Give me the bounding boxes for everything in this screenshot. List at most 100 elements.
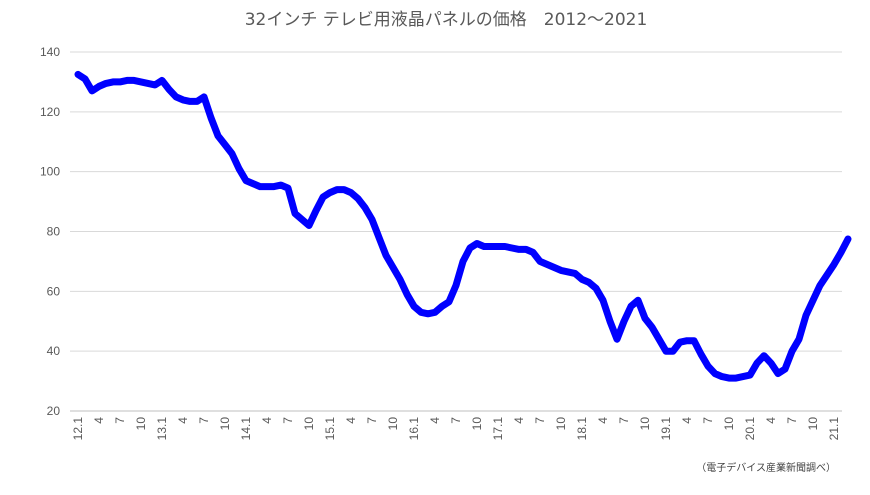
x-tick-label: 4 (428, 417, 442, 424)
data-point (496, 245, 500, 248)
x-tick-label: 18.1 (575, 417, 589, 441)
data-point (237, 167, 241, 171)
data-point (671, 349, 675, 353)
data-point (692, 339, 696, 343)
y-tick-label: 140 (40, 45, 60, 59)
x-tick-label: 12.1 (71, 417, 85, 441)
x-tick-label: 17.1 (491, 417, 505, 441)
data-point (83, 77, 87, 81)
x-tick-label: 7 (701, 417, 715, 424)
x-tick-label: 10 (554, 417, 568, 431)
data-point (419, 310, 423, 314)
x-tick-label: 10 (218, 417, 232, 431)
x-tick-label: 13.1 (155, 417, 169, 441)
data-point (608, 319, 612, 323)
data-point (412, 304, 416, 308)
x-tick-label: 16.1 (407, 417, 421, 441)
data-point (447, 300, 451, 304)
data-point (440, 304, 444, 308)
data-point (657, 337, 661, 341)
data-point (111, 80, 115, 84)
x-tick-label: 4 (344, 417, 358, 424)
series-line (74, 70, 852, 382)
data-point (216, 134, 220, 138)
x-tick-label: 15.1 (323, 417, 337, 441)
data-point (790, 349, 794, 353)
data-point (118, 80, 122, 84)
x-tick-label: 7 (281, 417, 295, 424)
data-point (664, 349, 668, 353)
data-point (762, 354, 766, 358)
data-point (545, 262, 549, 266)
data-point (223, 143, 227, 147)
x-tick-label: 7 (617, 417, 631, 424)
data-point (230, 152, 234, 156)
source-note: （電子デバイス産業新聞調べ） (696, 461, 836, 474)
x-tick-label: 4 (92, 417, 106, 424)
data-point (314, 209, 318, 213)
data-point (727, 376, 731, 380)
y-tick-label: 20 (47, 404, 61, 418)
data-point (251, 182, 255, 186)
y-tick-label: 80 (47, 225, 61, 239)
data-point (209, 116, 213, 120)
data-point (839, 250, 843, 254)
y-tick-label: 40 (47, 344, 61, 358)
data-point (258, 185, 262, 189)
data-point (748, 373, 752, 377)
data-point (244, 179, 248, 183)
x-tick-label: 4 (764, 417, 778, 424)
x-tick-label: 14.1 (239, 417, 253, 441)
x-tick-label: 21.1 (827, 417, 841, 441)
data-point (741, 375, 745, 379)
data-point (356, 197, 360, 201)
x-tick-label: 10 (302, 417, 316, 431)
x-axis-ticks: 12.1 4 7 10 13.1 4 7 10 14.1 4 7 10 15.1 4 7 10 16.1 4 7 10… (71, 417, 841, 441)
y-tick-label: 60 (47, 284, 61, 298)
data-point (615, 337, 619, 341)
data-point (517, 247, 521, 251)
data-point (181, 98, 185, 102)
data-point (349, 191, 353, 195)
data-point (174, 95, 178, 99)
data-point (552, 265, 556, 269)
x-tick-label: 7 (113, 417, 127, 424)
data-point (573, 271, 577, 275)
data-point (797, 337, 801, 341)
data-point (503, 245, 507, 248)
data-point (678, 340, 682, 344)
x-tick-label: 7 (365, 417, 379, 424)
gridlines (70, 51, 842, 412)
data-point (97, 84, 101, 88)
data-point (76, 72, 80, 76)
data-point (321, 195, 325, 199)
data-point (132, 78, 136, 82)
data-point (328, 191, 332, 195)
x-tick-label: 10 (638, 417, 652, 431)
data-point (776, 372, 780, 376)
data-point (713, 372, 717, 376)
data-point (531, 250, 535, 254)
y-axis-ticks: 20 40 60 80 100 120 140 (40, 45, 60, 418)
data-point (335, 188, 339, 192)
data-point (160, 78, 164, 82)
data-point (538, 259, 542, 263)
x-tick-label: 20.1 (743, 417, 757, 441)
data-point (272, 185, 276, 189)
x-tick-label: 10 (134, 417, 148, 431)
data-point (104, 81, 108, 85)
data-point (307, 224, 311, 227)
x-tick-label: 4 (512, 417, 526, 424)
data-point (636, 298, 640, 302)
data-point (90, 89, 94, 93)
data-point (818, 283, 822, 287)
data-point (398, 277, 402, 281)
data-point (643, 316, 647, 320)
data-point (566, 270, 570, 274)
data-point (629, 304, 633, 308)
data-point (454, 283, 458, 287)
x-tick-label: 7 (533, 417, 547, 424)
data-point (601, 298, 605, 302)
data-point (489, 245, 493, 248)
data-point (825, 273, 829, 277)
